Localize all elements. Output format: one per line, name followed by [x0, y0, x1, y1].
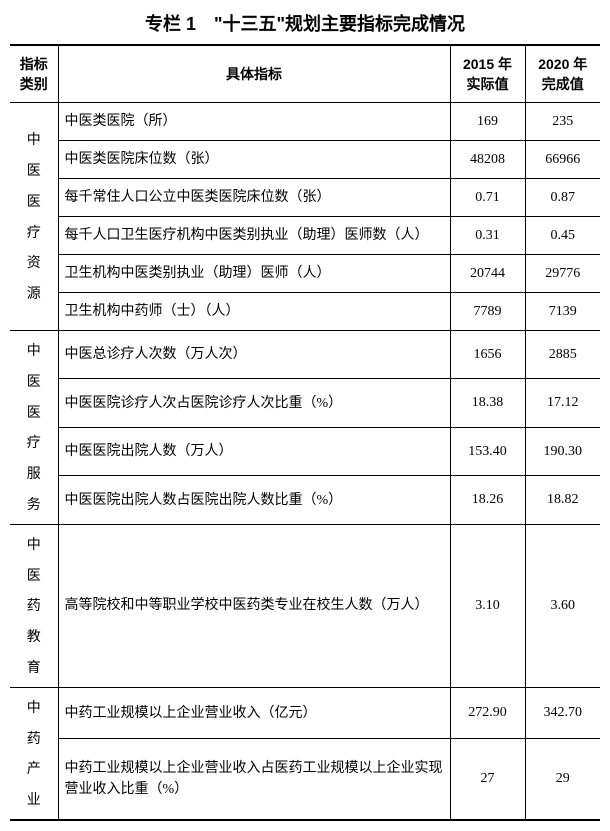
value-2015-cell: 1656: [450, 331, 525, 379]
table-row: 中医医疗服务中医总诊疗人次数（万人次）16562885: [10, 331, 600, 379]
value-2020-cell: 342.70: [525, 687, 600, 739]
table-row: 中医医院出院人数（万人）153.40190.30: [10, 427, 600, 475]
value-2020-cell: 190.30: [525, 427, 600, 475]
value-2020-cell: 17.12: [525, 379, 600, 427]
value-2020-cell: 2885: [525, 331, 600, 379]
value-2015-cell: 3.10: [450, 524, 525, 687]
value-2020-cell: 29776: [525, 255, 600, 293]
value-2015-cell: 48208: [450, 141, 525, 179]
value-2015-cell: 169: [450, 103, 525, 141]
value-2015-cell: 153.40: [450, 427, 525, 475]
category-cell: 中药产业: [10, 687, 58, 820]
value-2015-cell: 20744: [450, 255, 525, 293]
indicator-cell: 卫生机构中医类别执业（助理）医师（人）: [58, 255, 450, 293]
table-row: 每千常住人口公立中医类医院床位数（张）0.710.87: [10, 179, 600, 217]
value-2020-cell: 0.45: [525, 217, 600, 255]
indicator-cell: 高等院校和中等职业学校中医药类专业在校生人数（万人）: [58, 524, 450, 687]
value-2020-cell: 66966: [525, 141, 600, 179]
indicator-cell: 中医医院出院人数占医院出院人数比重（%）: [58, 476, 450, 524]
value-2015-cell: 18.26: [450, 476, 525, 524]
table-row: 每千人口卫生医疗机构中医类别执业（助理）医师数（人）0.310.45: [10, 217, 600, 255]
indicator-cell: 每千常住人口公立中医类医院床位数（张）: [58, 179, 450, 217]
header-category: 指标类别: [10, 45, 58, 103]
indicator-cell: 中药工业规模以上企业营业收入占医药工业规模以上企业实现营业收入比重（%）: [58, 739, 450, 820]
category-cell: 中医医疗服务: [10, 331, 58, 525]
table-row: 卫生机构中医类别执业（助理）医师（人）2074429776: [10, 255, 600, 293]
indicator-table: 指标类别 具体指标 2015 年实际值 2020 年完成值 中医医疗资源中医类医…: [10, 44, 600, 821]
table-row: 中医医疗资源中医类医院（所）169235: [10, 103, 600, 141]
value-2015-cell: 272.90: [450, 687, 525, 739]
category-cell: 中医药教育: [10, 524, 58, 687]
header-indicator: 具体指标: [58, 45, 450, 103]
value-2015-cell: 0.71: [450, 179, 525, 217]
table-title: 专栏 1 "十三五"规划主要指标完成情况: [10, 10, 600, 36]
indicator-cell: 中医类医院床位数（张）: [58, 141, 450, 179]
header-row: 指标类别 具体指标 2015 年实际值 2020 年完成值: [10, 45, 600, 103]
table-row: 中医医院出院人数占医院出院人数比重（%）18.2618.82: [10, 476, 600, 524]
value-2015-cell: 27: [450, 739, 525, 820]
header-2015: 2015 年实际值: [450, 45, 525, 103]
value-2020-cell: 3.60: [525, 524, 600, 687]
indicator-cell: 中医医院出院人数（万人）: [58, 427, 450, 475]
value-2020-cell: 7139: [525, 293, 600, 331]
indicator-cell: 每千人口卫生医疗机构中医类别执业（助理）医师数（人）: [58, 217, 450, 255]
value-2020-cell: 0.87: [525, 179, 600, 217]
table-row: 中药产业中药工业规模以上企业营业收入（亿元）272.90342.70: [10, 687, 600, 739]
category-cell: 中医医疗资源: [10, 103, 58, 331]
value-2015-cell: 7789: [450, 293, 525, 331]
table-row: 中药工业规模以上企业营业收入占医药工业规模以上企业实现营业收入比重（%）2729: [10, 739, 600, 820]
table-row: 中医类医院床位数（张）4820866966: [10, 141, 600, 179]
header-2020: 2020 年完成值: [525, 45, 600, 103]
indicator-cell: 中药工业规模以上企业营业收入（亿元）: [58, 687, 450, 739]
value-2015-cell: 0.31: [450, 217, 525, 255]
indicator-cell: 中医医院诊疗人次占医院诊疗人次比重（%）: [58, 379, 450, 427]
value-2020-cell: 18.82: [525, 476, 600, 524]
value-2015-cell: 18.38: [450, 379, 525, 427]
table-row: 中医药教育高等院校和中等职业学校中医药类专业在校生人数（万人）3.103.60: [10, 524, 600, 687]
value-2020-cell: 235: [525, 103, 600, 141]
table-row: 中医医院诊疗人次占医院诊疗人次比重（%）18.3817.12: [10, 379, 600, 427]
value-2020-cell: 29: [525, 739, 600, 820]
indicator-cell: 中医类医院（所）: [58, 103, 450, 141]
table-row: 卫生机构中药师（士）（人）77897139: [10, 293, 600, 331]
indicator-cell: 中医总诊疗人次数（万人次）: [58, 331, 450, 379]
indicator-cell: 卫生机构中药师（士）（人）: [58, 293, 450, 331]
